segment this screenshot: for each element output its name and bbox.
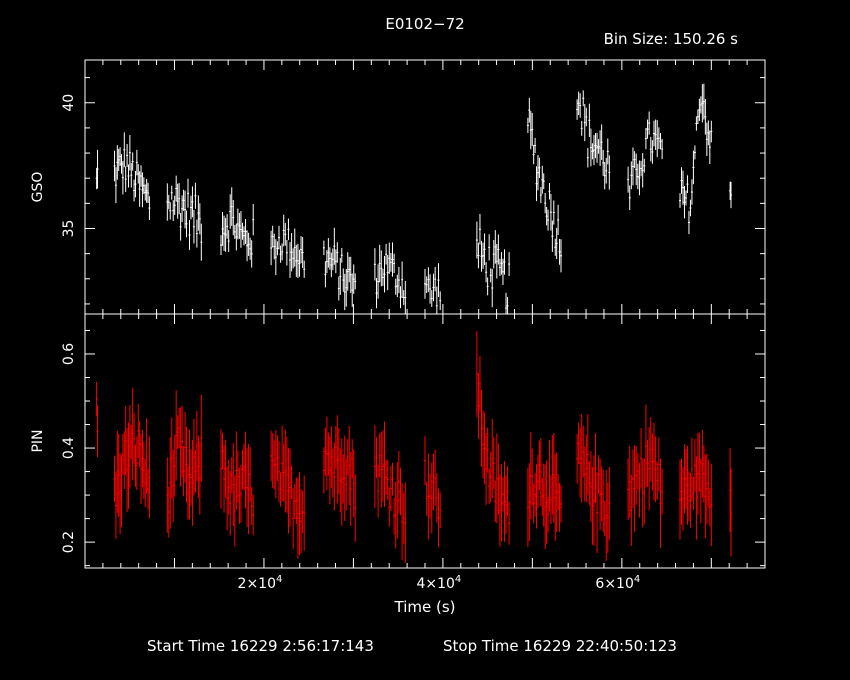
x-tick-labels: 2×104 4×104 6×104 xyxy=(238,574,641,592)
pin-axis-label: PIN xyxy=(30,429,46,452)
pin-y-tick-label: 0.4 xyxy=(61,437,77,459)
gso-y-tick-label: 40 xyxy=(61,94,77,112)
gso-axis-label: GSO xyxy=(30,172,46,203)
x-tick-label: 4×104 xyxy=(416,574,461,592)
start-time-label: Start Time 16229 2:56:17:143 xyxy=(147,637,374,655)
pin-data-points xyxy=(95,331,732,563)
x-tick-label: 2×104 xyxy=(238,574,283,592)
chart-title: E0102−72 xyxy=(385,15,464,33)
x-axis-label: Time (s) xyxy=(394,598,456,616)
gso-y-tick-label: 35 xyxy=(61,220,77,238)
gso-data-points xyxy=(95,83,732,314)
x-tick-label: 6×104 xyxy=(595,574,640,592)
bin-size-label: Bin Size: 150.26 s xyxy=(604,30,739,48)
pin-axis-ticks: 0.2 0.4 0.6 xyxy=(61,314,765,568)
gso-axis-ticks: 35 40 xyxy=(61,60,765,314)
stop-time-label: Stop Time 16229 22:40:50:123 xyxy=(443,637,677,655)
pin-panel-frame xyxy=(84,313,766,569)
pin-y-tick-label: 0.2 xyxy=(61,531,77,553)
pin-y-tick-label: 0.6 xyxy=(61,343,77,365)
